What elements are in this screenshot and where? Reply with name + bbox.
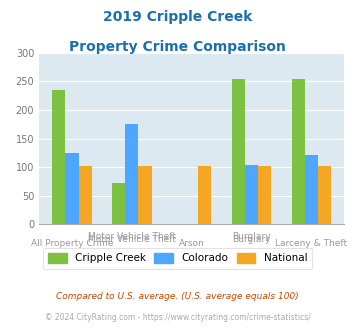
Bar [198,166,212,224]
Text: Motor Vehicle Theft: Motor Vehicle Theft [88,235,176,244]
Text: Burglary: Burglary [232,235,271,244]
Bar [318,166,331,224]
Text: © 2024 CityRating.com - https://www.cityrating.com/crime-statistics/: © 2024 CityRating.com - https://www.city… [45,313,310,322]
Text: All Property Crime: All Property Crime [31,239,113,248]
Bar [292,79,305,224]
Bar [258,166,271,224]
Text: 2019 Cripple Creek: 2019 Cripple Creek [103,10,252,24]
Bar [305,155,318,224]
Bar [65,153,78,224]
Text: Larceny & Theft: Larceny & Theft [275,239,348,248]
Text: Arson: Arson [179,239,204,248]
Bar [245,165,258,224]
Bar [138,166,152,224]
Text: Motor Vehicle Theft: Motor Vehicle Theft [88,232,176,242]
Text: Compared to U.S. average. (U.S. average equals 100): Compared to U.S. average. (U.S. average … [56,292,299,301]
Bar [232,79,245,224]
Legend: Cripple Creek, Colorado, National: Cripple Creek, Colorado, National [43,248,312,269]
Bar [78,166,92,224]
Text: Burglary: Burglary [232,232,271,242]
Bar [125,124,138,224]
Text: Property Crime Comparison: Property Crime Comparison [69,40,286,53]
Bar [112,182,125,224]
Bar [52,90,65,224]
